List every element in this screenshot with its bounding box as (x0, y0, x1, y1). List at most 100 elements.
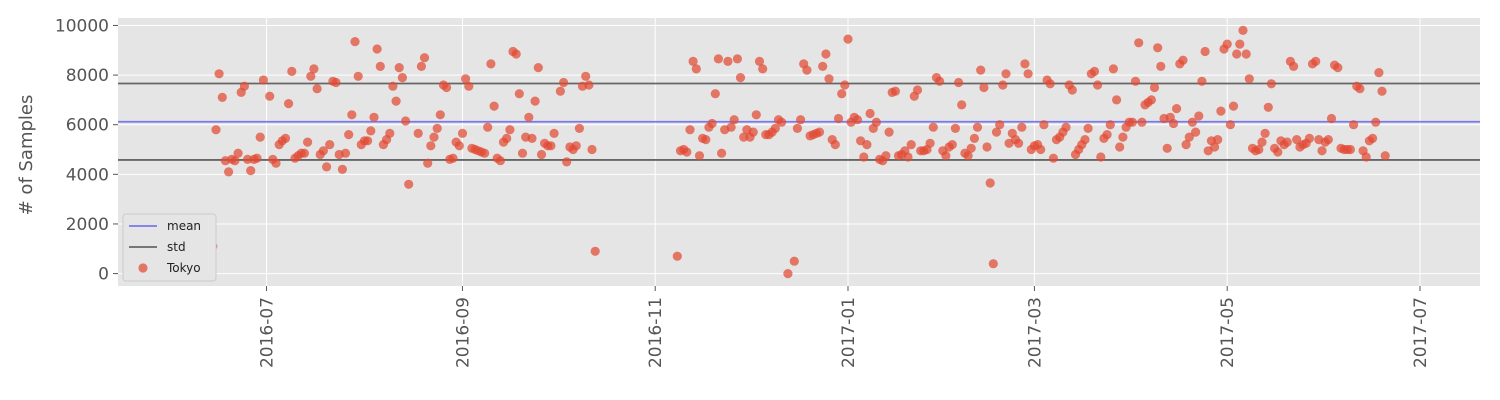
data-point (1333, 63, 1343, 73)
data-point (1317, 146, 1327, 156)
data-point (394, 63, 404, 73)
data-point (985, 178, 995, 188)
data-point (574, 123, 585, 133)
y-tick-label: 2000 (66, 215, 109, 235)
data-point (954, 77, 964, 88)
data-point (432, 123, 442, 133)
data-point (991, 127, 1002, 137)
data-point (1355, 84, 1365, 94)
data-point (1289, 61, 1299, 71)
data-point (581, 71, 591, 81)
data-point (1039, 120, 1049, 130)
data-point (903, 152, 913, 162)
data-point (1257, 137, 1267, 147)
data-point (214, 69, 224, 79)
data-point (865, 108, 875, 119)
data-point (391, 96, 401, 106)
data-point (802, 65, 812, 75)
data-point (830, 140, 840, 150)
data-point (1197, 76, 1207, 86)
data-point (239, 81, 249, 91)
data-point (252, 153, 262, 163)
data-point (995, 120, 1005, 130)
data-point (211, 125, 221, 135)
data-point (1244, 74, 1254, 84)
data-point (224, 167, 234, 177)
data-point (1311, 56, 1321, 66)
data-point (982, 142, 992, 152)
data-point (486, 59, 496, 69)
data-point (957, 100, 967, 110)
data-point (969, 133, 980, 143)
data-point (511, 49, 521, 59)
data-point (350, 37, 360, 47)
data-point (1181, 140, 1191, 150)
data-point (739, 132, 749, 142)
data-point (255, 132, 265, 142)
x-tick-label: 2017-07 (1411, 297, 1431, 368)
data-point (457, 128, 468, 138)
data-point (1263, 102, 1273, 112)
data-point (966, 143, 976, 153)
x-tick-label: 2017-05 (1218, 297, 1238, 368)
data-point (871, 117, 882, 127)
data-point (1036, 144, 1046, 155)
data-point (713, 54, 724, 64)
data-point (789, 256, 799, 266)
data-point (862, 140, 872, 150)
data-point (1345, 144, 1355, 155)
data-point (682, 147, 692, 157)
data-point (1162, 143, 1172, 153)
data-point (318, 146, 328, 156)
data-point (707, 118, 717, 129)
data-point (1368, 133, 1378, 143)
data-point (369, 112, 379, 122)
data-point (979, 82, 989, 93)
data-point (1377, 86, 1387, 96)
data-point (833, 113, 844, 124)
data-point (495, 156, 505, 166)
x-tick-label: 2016-09 (453, 297, 473, 368)
data-point (1361, 152, 1371, 162)
data-point (435, 110, 445, 120)
data-point (1304, 133, 1314, 143)
data-point (1213, 135, 1223, 145)
data-point (792, 123, 803, 133)
data-point (1127, 117, 1137, 127)
data-point (480, 148, 490, 158)
data-point (280, 133, 291, 143)
data-point (1149, 82, 1160, 93)
y-tick-label: 10000 (55, 16, 109, 36)
data-point (1241, 49, 1251, 59)
data-point (818, 61, 828, 71)
legend-swatch-Tokyo (138, 263, 148, 273)
data-point (1228, 101, 1239, 111)
data-point (1172, 104, 1182, 114)
data-point (375, 61, 385, 71)
data-point (303, 137, 313, 147)
data-point (1096, 152, 1106, 162)
data-point (1216, 106, 1226, 116)
y-tick-label: 8000 (66, 66, 109, 86)
data-point (726, 122, 736, 132)
y-tick-label: 6000 (66, 116, 109, 136)
data-point (413, 128, 423, 138)
data-point (963, 151, 973, 161)
data-point (366, 126, 376, 136)
y-axis: 0 2000 4000 6000 8000 10000 (55, 16, 118, 285)
data-point (1254, 144, 1264, 155)
data-point (1014, 138, 1024, 148)
data-point (489, 101, 499, 111)
data-point (536, 149, 547, 160)
x-tick-label: 2016-07 (258, 297, 278, 368)
data-point (925, 138, 935, 148)
data-point (1371, 117, 1381, 127)
data-point (732, 54, 743, 64)
data-point (1184, 132, 1194, 142)
data-point (770, 123, 780, 133)
data-point (735, 73, 746, 83)
data-point (284, 99, 294, 109)
data-point (723, 56, 733, 66)
data-point (758, 64, 768, 74)
